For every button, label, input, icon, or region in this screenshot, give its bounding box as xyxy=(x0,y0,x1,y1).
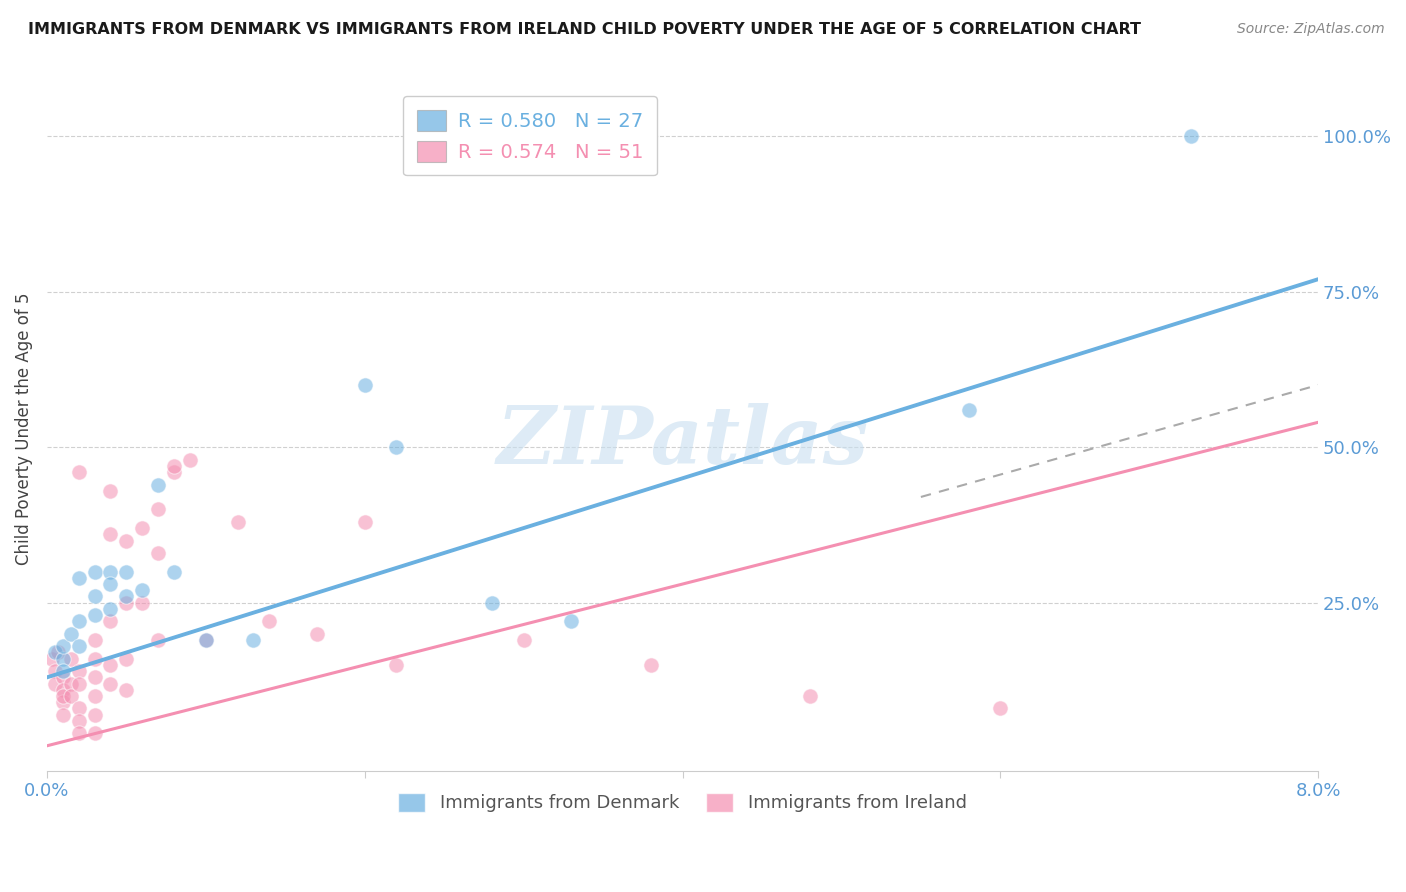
Point xyxy=(52,682,75,697)
Point xyxy=(44,645,66,659)
Point xyxy=(131,521,153,535)
Point xyxy=(83,707,105,722)
Point xyxy=(163,565,186,579)
Point xyxy=(100,565,122,579)
Point xyxy=(67,615,90,629)
Point xyxy=(83,726,105,740)
Point xyxy=(83,633,105,648)
Point xyxy=(83,651,105,665)
Point xyxy=(46,645,69,659)
Point xyxy=(44,664,66,678)
Point xyxy=(52,664,75,678)
Point xyxy=(163,465,186,479)
Point xyxy=(115,590,138,604)
Point xyxy=(83,608,105,623)
Point xyxy=(52,707,75,722)
Point xyxy=(353,515,375,529)
Point xyxy=(259,615,281,629)
Point xyxy=(67,571,90,585)
Point xyxy=(353,378,375,392)
Point xyxy=(115,651,138,665)
Point xyxy=(83,689,105,703)
Text: IMMIGRANTS FROM DENMARK VS IMMIGRANTS FROM IRELAND CHILD POVERTY UNDER THE AGE O: IMMIGRANTS FROM DENMARK VS IMMIGRANTS FR… xyxy=(28,22,1142,37)
Point xyxy=(146,477,169,491)
Point xyxy=(52,640,75,654)
Point xyxy=(115,565,138,579)
Point xyxy=(59,651,82,665)
Point xyxy=(799,689,821,703)
Point xyxy=(67,640,90,654)
Point xyxy=(52,670,75,684)
Point xyxy=(100,676,122,690)
Point xyxy=(194,633,217,648)
Point xyxy=(67,726,90,740)
Point xyxy=(146,633,169,648)
Text: ZIPatlas: ZIPatlas xyxy=(496,403,869,481)
Point xyxy=(52,695,75,709)
Point xyxy=(59,676,82,690)
Point xyxy=(242,633,264,648)
Point xyxy=(385,657,408,672)
Point xyxy=(59,627,82,641)
Point xyxy=(179,452,201,467)
Point xyxy=(131,583,153,598)
Y-axis label: Child Poverty Under the Age of 5: Child Poverty Under the Age of 5 xyxy=(15,293,32,565)
Point xyxy=(67,664,90,678)
Point xyxy=(1180,129,1202,144)
Point xyxy=(115,596,138,610)
Point xyxy=(163,458,186,473)
Point xyxy=(194,633,217,648)
Point xyxy=(100,527,122,541)
Point xyxy=(100,615,122,629)
Point xyxy=(481,596,503,610)
Point xyxy=(512,633,534,648)
Point xyxy=(115,533,138,548)
Point xyxy=(100,483,122,498)
Point xyxy=(44,676,66,690)
Point xyxy=(988,701,1011,715)
Point xyxy=(560,615,582,629)
Point xyxy=(52,651,75,665)
Point xyxy=(640,657,662,672)
Text: Source: ZipAtlas.com: Source: ZipAtlas.com xyxy=(1237,22,1385,37)
Point xyxy=(67,676,90,690)
Point xyxy=(67,714,90,728)
Point xyxy=(83,670,105,684)
Point xyxy=(100,577,122,591)
Point xyxy=(131,596,153,610)
Point xyxy=(67,465,90,479)
Point xyxy=(100,657,122,672)
Point xyxy=(305,627,328,641)
Legend: Immigrants from Denmark, Immigrants from Ireland: Immigrants from Denmark, Immigrants from… xyxy=(388,782,977,823)
Point xyxy=(100,602,122,616)
Point xyxy=(146,502,169,516)
Point xyxy=(83,590,105,604)
Point xyxy=(83,565,105,579)
Point xyxy=(146,546,169,560)
Point xyxy=(385,440,408,454)
Point xyxy=(41,651,63,665)
Point xyxy=(67,701,90,715)
Point xyxy=(957,402,980,417)
Point xyxy=(226,515,249,529)
Point xyxy=(52,689,75,703)
Point xyxy=(115,682,138,697)
Point xyxy=(59,689,82,703)
